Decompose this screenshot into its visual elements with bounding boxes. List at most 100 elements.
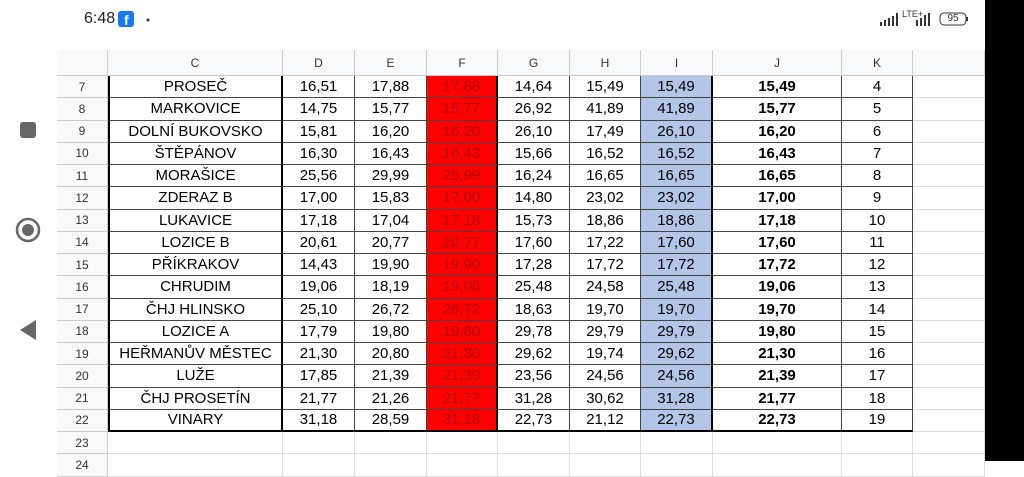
cell: 30,62	[570, 387, 641, 410]
cell: 16,52	[570, 142, 641, 165]
row-number: 15	[57, 254, 108, 277]
cell: 6	[842, 120, 913, 143]
cell: 19,06	[713, 276, 842, 299]
cell: 29,62	[498, 343, 570, 366]
cell: 17,85	[283, 365, 355, 388]
cell: 15,83	[355, 187, 427, 210]
cell: 18	[842, 387, 913, 410]
cell: 18,63	[498, 298, 570, 321]
cell: MORAŠICE	[108, 165, 283, 188]
cell: 17,60	[641, 231, 713, 254]
status-icons: f	[118, 11, 150, 28]
empty-cell	[427, 432, 498, 455]
empty-cell	[913, 320, 985, 343]
cell: 19,80	[355, 320, 427, 343]
status-right	[880, 12, 968, 26]
cell: 25,56	[283, 165, 355, 188]
empty-cell	[913, 187, 985, 210]
column-header: D	[283, 50, 355, 76]
empty-cell	[355, 454, 427, 477]
cell: 17	[842, 365, 913, 388]
cell: 22,73	[641, 409, 713, 432]
column-header: G	[498, 50, 570, 76]
cell: LUKAVICE	[108, 209, 283, 232]
row-number: 22	[57, 409, 108, 432]
cell: 31,18	[427, 409, 498, 432]
empty-cell	[913, 432, 985, 455]
cell: 16,65	[713, 165, 842, 188]
cell: 11	[842, 231, 913, 254]
cell: 16,51	[283, 76, 355, 99]
cell: 24,58	[570, 276, 641, 299]
cell: 29,79	[641, 320, 713, 343]
home-button[interactable]	[15, 217, 41, 243]
cell: 17,00	[283, 187, 355, 210]
empty-cell	[108, 454, 283, 477]
cell: LOZICE B	[108, 231, 283, 254]
spreadsheet: C D E F G H I J K 7 PROSEČ 16,51 17,88 17,88 14,64 15,4…	[57, 50, 985, 477]
status-network: LTE+	[902, 9, 924, 19]
cell: 19,90	[355, 254, 427, 277]
cell: 21,30	[713, 343, 842, 366]
cell: 21,30	[283, 343, 355, 366]
cell: 17,18	[427, 209, 498, 232]
screen: 6:48 f LTE+ 95 C D E F G H I J K 7 PROSEČ 16,51 17,8…	[15, 0, 1024, 477]
empty-cell	[913, 276, 985, 299]
cell: 17,00	[427, 187, 498, 210]
cell: 15,49	[713, 76, 842, 99]
cell: 16,65	[641, 165, 713, 188]
empty-cell	[913, 165, 985, 188]
cell: 16,30	[283, 142, 355, 165]
cell: CHRUDIM	[108, 276, 283, 299]
row-number: 11	[57, 165, 108, 188]
cell: 17,72	[641, 254, 713, 277]
recents-button[interactable]	[20, 122, 36, 138]
cell: 14,64	[498, 76, 570, 99]
cell: 41,89	[641, 98, 713, 121]
cell: 21,39	[355, 365, 427, 388]
cell: 15,66	[498, 142, 570, 165]
cell: 16	[842, 343, 913, 366]
row-number: 23	[57, 432, 108, 455]
row-number: 7	[57, 76, 108, 99]
cell: 19,70	[641, 298, 713, 321]
cell: 25,10	[283, 298, 355, 321]
cell: 17,22	[570, 231, 641, 254]
cell: 41,89	[570, 98, 641, 121]
cell: 25,48	[498, 276, 570, 299]
cell: 19,06	[283, 276, 355, 299]
cell: 21,39	[427, 365, 498, 388]
empty-cell	[641, 454, 713, 477]
cell: 19,80	[427, 320, 498, 343]
cell: 15,77	[355, 98, 427, 121]
cell: 16,65	[570, 165, 641, 188]
empty-cell	[913, 76, 985, 99]
cell: 25,48	[641, 276, 713, 299]
cell: 16,24	[498, 165, 570, 188]
status-battery: 95	[947, 13, 959, 24]
row-number: 18	[57, 320, 108, 343]
cell: 14,80	[498, 187, 570, 210]
cell: 21,77	[713, 387, 842, 410]
back-button[interactable]	[20, 320, 36, 340]
cell: 15,49	[570, 76, 641, 99]
cell: 5	[842, 98, 913, 121]
cell: 16,52	[641, 142, 713, 165]
cell: 19,80	[713, 320, 842, 343]
cell: 17,72	[570, 254, 641, 277]
cell: 29,62	[641, 343, 713, 366]
cell: ČHJ HLINSKO	[108, 298, 283, 321]
empty-cell	[713, 454, 842, 477]
empty-cell	[913, 298, 985, 321]
cell: VINARY	[108, 409, 283, 432]
cell: 19,70	[713, 298, 842, 321]
row-number: 13	[57, 209, 108, 232]
cell: 9	[842, 187, 913, 210]
cell: 29,78	[498, 320, 570, 343]
right-edge	[985, 0, 1024, 461]
cell: 17,28	[498, 254, 570, 277]
empty-cell	[913, 98, 985, 121]
row-number: 9	[57, 120, 108, 143]
cell: DOLNÍ BUKOVSKO	[108, 120, 283, 143]
cell: 19	[842, 409, 913, 432]
